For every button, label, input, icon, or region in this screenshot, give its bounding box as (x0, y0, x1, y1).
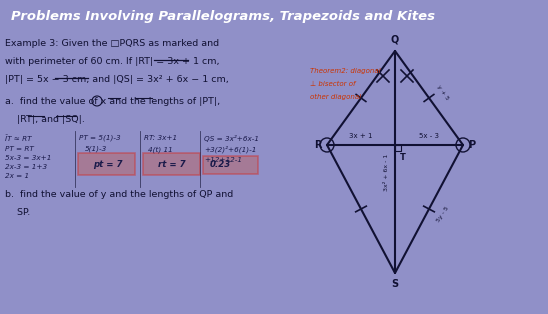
FancyBboxPatch shape (143, 153, 200, 175)
Text: R: R (315, 140, 322, 150)
Text: 4(t) 11: 4(t) 11 (148, 146, 173, 153)
Text: 5(1)-3: 5(1)-3 (85, 146, 107, 153)
Text: 2x-3 = 1+3: 2x-3 = 1+3 (5, 164, 47, 170)
Text: 5y - 5: 5y - 5 (436, 205, 450, 223)
Text: 0.23: 0.23 (210, 160, 231, 169)
Text: 3x² + 6x - 1: 3x² + 6x - 1 (385, 153, 390, 191)
Text: pt = 7: pt = 7 (93, 160, 123, 169)
Text: a.  find the value of x and the lengths of |PT|,: a. find the value of x and the lengths o… (5, 97, 220, 106)
Text: with perimeter of 60 cm. If |RT| = 3x + 1 cm,: with perimeter of 60 cm. If |RT| = 3x + … (5, 57, 220, 66)
Text: RT: 3x+1: RT: 3x+1 (144, 135, 177, 141)
Text: |PT| = 5x − 3 cm, and |QS| = 3x² + 6x − 1 cm,: |PT| = 5x − 3 cm, and |QS| = 3x² + 6x − … (5, 75, 229, 84)
Text: Problems Involving Parallelograms, Trapezoids and Kites: Problems Involving Parallelograms, Trape… (11, 10, 435, 23)
Text: PT = RT: PT = RT (5, 146, 34, 152)
Text: Example 3: Given the □PQRS as marked and: Example 3: Given the □PQRS as marked and (5, 39, 219, 48)
FancyBboxPatch shape (203, 156, 258, 174)
Bar (395, 145, 401, 151)
Text: P: P (468, 140, 475, 150)
Text: S: S (391, 279, 398, 289)
Text: Theorem2: diagonal: Theorem2: diagonal (310, 68, 381, 74)
Text: SP.: SP. (5, 208, 30, 217)
Text: Q: Q (391, 35, 399, 45)
Text: y + 5: y + 5 (436, 84, 450, 101)
FancyBboxPatch shape (78, 153, 135, 175)
Text: T: T (400, 153, 406, 162)
Text: other diagonal: other diagonal (310, 94, 361, 100)
Text: 5x-3 = 3x+1: 5x-3 = 3x+1 (5, 155, 52, 161)
Text: rt = 7: rt = 7 (158, 160, 186, 169)
Text: 2x = 1: 2x = 1 (5, 173, 29, 179)
Text: ⊥ bisector of: ⊥ bisector of (310, 81, 356, 87)
Text: +3(2)²+6(1)-1: +3(2)²+6(1)-1 (204, 146, 256, 154)
Text: |RT|, and |SQ|.: |RT|, and |SQ|. (5, 115, 85, 124)
Text: QS = 3x²+6x-1: QS = 3x²+6x-1 (204, 135, 259, 142)
Text: 5x - 3: 5x - 3 (419, 133, 439, 139)
Text: ĪT ≈ RT: ĪT ≈ RT (5, 135, 31, 142)
Text: +12+12-1: +12+12-1 (204, 157, 242, 163)
Text: b.  find the value of y and the lengths of QP and: b. find the value of y and the lengths o… (5, 190, 233, 199)
Text: 3x + 1: 3x + 1 (349, 133, 373, 139)
Text: PT = 5(1)-3: PT = 5(1)-3 (79, 135, 121, 142)
